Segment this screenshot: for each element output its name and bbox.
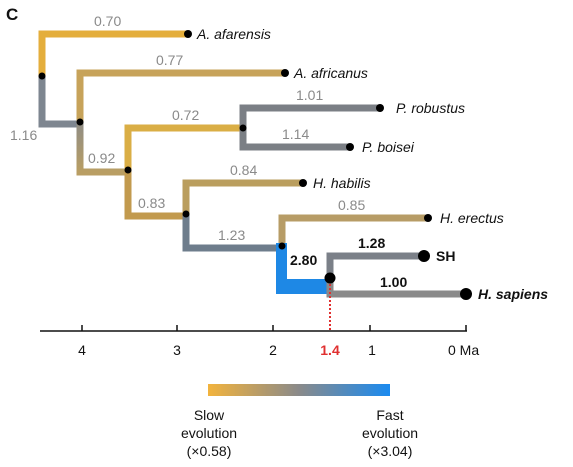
tip-afarensis [184, 30, 192, 38]
rate-sapiens: 1.00 [380, 274, 407, 290]
taxon-boisei: P. boisei [362, 139, 415, 155]
branch-stem-4 [182, 214, 282, 252]
axis-tick-label-4: 4 [78, 342, 86, 358]
node-sh-sapiens [324, 272, 336, 284]
axis-tick-label-0: 0 Ma [448, 342, 479, 358]
node-5 [278, 242, 286, 250]
rate-sh: 1.28 [358, 235, 385, 251]
legend-slow-line1: Slow [194, 407, 225, 423]
rate-afarensis: 0.70 [94, 13, 121, 29]
branch-paranthropus-stem [124, 124, 243, 172]
legend-color-bar [208, 384, 390, 396]
rate-stem-3: 0.83 [138, 195, 165, 211]
legend-slow-line2: evolution [181, 425, 237, 441]
axis-tick-label-1: 1 [368, 342, 376, 358]
divergence-marker-label: 1.4 [320, 342, 340, 358]
tip-erectus [424, 214, 432, 222]
taxon-habilis: H. habilis [313, 175, 371, 191]
axis-tick-label-2: 2 [269, 342, 277, 358]
taxon-africanus: A. africanus [293, 65, 368, 81]
legend-fast-line2: evolution [362, 425, 418, 441]
branch-robustus [239, 104, 380, 131]
tree-branches [38, 30, 428, 252]
branch-stem-1 [38, 76, 80, 128]
rate-stem-4: 1.23 [218, 227, 245, 243]
rate-robustus: 1.01 [296, 87, 323, 103]
rate-paranthropus-stem: 0.72 [172, 107, 199, 123]
taxon-sapiens: H. sapiens [478, 286, 548, 302]
tip-boisei [346, 143, 354, 151]
rate-erectus: 0.85 [338, 197, 365, 213]
branch-stem-2 [76, 122, 128, 176]
branch-sh [326, 252, 424, 279]
branch-erectus [278, 214, 428, 248]
tip-habilis [299, 179, 307, 187]
time-axis: 4 3 2 1 0 Ma 1.4 [40, 325, 479, 358]
tip-africanus [281, 69, 289, 77]
rate-boisei: 1.14 [282, 126, 309, 142]
rate-sh-sapiens-stem: 2.80 [290, 252, 317, 268]
node-3 [124, 166, 132, 174]
taxon-afarensis: A. afarensis [196, 26, 271, 42]
taxon-sh: SH [436, 248, 455, 264]
tip-sapiens [460, 288, 472, 300]
rate-africanus: 0.77 [156, 52, 183, 68]
panel-label: C [6, 5, 18, 24]
tip-robustus [376, 104, 384, 112]
taxon-erectus: H. erectus [440, 210, 504, 226]
legend-slow-line3: (×0.58) [187, 443, 232, 459]
tip-sh [418, 250, 430, 262]
legend-fast-line3: (×3.04) [368, 443, 413, 459]
axis-tick-label-3: 3 [173, 342, 181, 358]
node-4 [182, 210, 190, 218]
rate-habilis: 0.84 [230, 162, 257, 178]
tree-nodes [38, 72, 336, 284]
rate-stem-2: 0.92 [88, 150, 115, 166]
node-2 [76, 118, 84, 126]
branch-habilis [182, 179, 303, 216]
tip-dots [184, 30, 472, 300]
legend-fast-line1: Fast [376, 407, 403, 423]
node-root [38, 72, 46, 80]
branch-stem-3 [124, 170, 186, 220]
branch-sh-sapiens-stem [276, 243, 330, 294]
taxon-robustus: P. robustus [396, 100, 465, 116]
legend: Slow evolution (×0.58) Fast evolution (×… [181, 384, 418, 459]
rate-stem-1: 1.16 [10, 127, 37, 143]
branch-boisei [239, 126, 350, 151]
node-paranthropus [239, 124, 247, 132]
branch-africanus [76, 69, 285, 124]
